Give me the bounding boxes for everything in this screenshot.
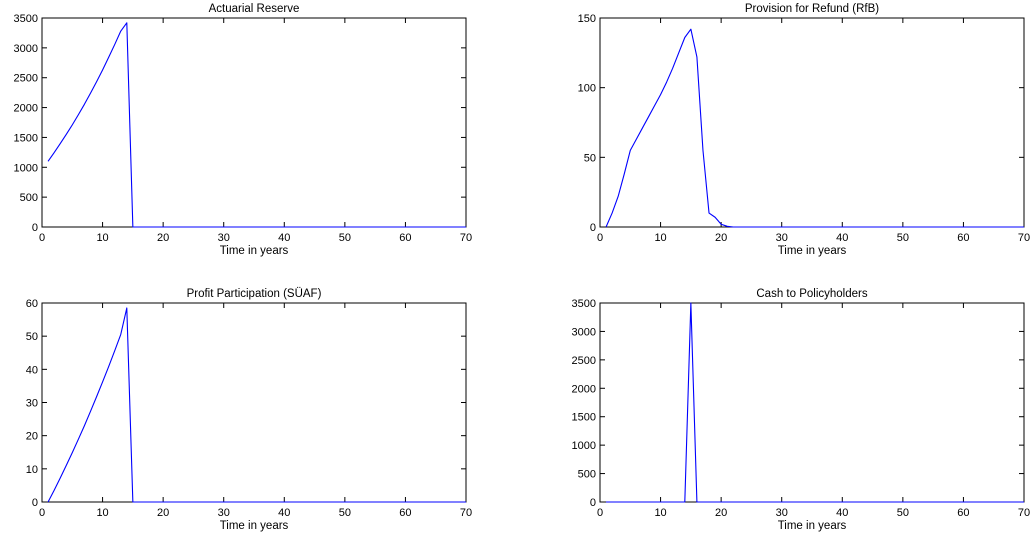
y-tick-label: 500 bbox=[578, 469, 596, 481]
x-tick-label: 20 bbox=[157, 232, 169, 244]
x-tick-label: 20 bbox=[715, 232, 727, 244]
x-tick-label: 60 bbox=[957, 507, 969, 519]
subplot-2: Provision for Refund (RfB) 0 10 20 30 40 50 60 7… bbox=[578, 3, 1030, 257]
series-line bbox=[605, 28, 1024, 228]
y-tick-label: 1000 bbox=[572, 440, 596, 452]
x-tick-label: 60 bbox=[399, 232, 411, 244]
chart-title: Provision for Refund (RfB) bbox=[745, 3, 879, 15]
x-tick-label: 10 bbox=[654, 507, 666, 519]
y-tick-label: 2000 bbox=[14, 103, 38, 115]
y-tick-label: 500 bbox=[20, 192, 38, 204]
x-tick-label: 40 bbox=[278, 232, 290, 244]
x-axis-label: Time in years bbox=[220, 245, 289, 257]
y-tick-label: 0 bbox=[32, 222, 38, 234]
y-tick-label: 50 bbox=[26, 331, 38, 343]
y-tick-label: 0 bbox=[32, 497, 38, 509]
x-axis-label: Time in years bbox=[778, 520, 847, 532]
y-tick-label: 3500 bbox=[14, 13, 38, 25]
x-tick-label: 50 bbox=[897, 232, 909, 244]
x-tick-label: 60 bbox=[399, 507, 411, 519]
y-tick-label: 2500 bbox=[572, 355, 596, 367]
x-tick-label: 50 bbox=[897, 507, 909, 519]
x-tick-label: 10 bbox=[96, 507, 108, 519]
subplot-4: Cash to Policyholders 0 10 20 30 40 50 60 70 0 500… bbox=[572, 288, 1031, 532]
y-tick-label: 3000 bbox=[14, 43, 38, 55]
x-axis-label: Time in years bbox=[778, 245, 847, 257]
x-tick-label: 20 bbox=[715, 507, 727, 519]
x-tick-label: 40 bbox=[836, 232, 848, 244]
x-tick-label: 20 bbox=[157, 507, 169, 519]
chart-title: Cash to Policyholders bbox=[756, 288, 867, 300]
x-tick-label: 70 bbox=[1018, 507, 1030, 519]
x-tick-label: 10 bbox=[96, 232, 108, 244]
x-tick-label: 10 bbox=[654, 232, 666, 244]
x-tick-label: 0 bbox=[39, 232, 45, 244]
x-tick-label: 30 bbox=[218, 507, 230, 519]
x-tick-label: 0 bbox=[39, 507, 45, 519]
plot-frame bbox=[41, 17, 467, 228]
x-tick-label: 50 bbox=[339, 507, 351, 519]
x-tick-label: 40 bbox=[278, 507, 290, 519]
y-tick-label: 0 bbox=[590, 497, 596, 509]
y-tick-label: 100 bbox=[578, 83, 596, 95]
x-tick-label: 30 bbox=[776, 232, 788, 244]
y-tick-label: 40 bbox=[26, 364, 38, 376]
x-tick-label: 70 bbox=[460, 507, 472, 519]
series-line bbox=[47, 22, 466, 228]
y-tick-label: 20 bbox=[26, 431, 38, 443]
subplot-1: Actuarial Reserve 0 10 20 30 40 50 60 70 0 500 1000… bbox=[14, 3, 473, 257]
x-tick-label: 50 bbox=[339, 232, 351, 244]
x-tick-label: 40 bbox=[836, 507, 848, 519]
y-tick-label: 1000 bbox=[14, 162, 38, 174]
y-tick-label: 1500 bbox=[572, 412, 596, 424]
series-line bbox=[47, 307, 466, 503]
plot-frame bbox=[599, 17, 1025, 228]
x-tick-label: 60 bbox=[957, 232, 969, 244]
x-tick-label: 30 bbox=[776, 507, 788, 519]
y-tick-label: 2500 bbox=[14, 73, 38, 85]
plot-frame bbox=[41, 302, 467, 503]
x-tick-label: 0 bbox=[597, 232, 603, 244]
y-tick-label: 3500 bbox=[572, 298, 596, 310]
y-tick-label: 150 bbox=[578, 13, 596, 25]
y-tick-label: 2000 bbox=[572, 383, 596, 395]
chart-title: Actuarial Reserve bbox=[209, 3, 300, 15]
series-line bbox=[606, 302, 1024, 503]
subplot-3: Profit Participation (SÜAF) 0 10 20 30 40 50 60… bbox=[26, 288, 472, 532]
y-tick-label: 10 bbox=[26, 464, 38, 476]
x-axis-label: Time in years bbox=[220, 520, 289, 532]
y-tick-label: 50 bbox=[584, 152, 596, 164]
y-tick-label: 1500 bbox=[14, 132, 38, 144]
x-tick-label: 70 bbox=[1018, 232, 1030, 244]
y-tick-label: 60 bbox=[26, 298, 38, 310]
x-tick-label: 70 bbox=[460, 232, 472, 244]
y-tick-label: 30 bbox=[26, 398, 38, 410]
x-tick-label: 0 bbox=[597, 507, 603, 519]
plot-frame bbox=[599, 302, 1025, 503]
y-tick-label: 0 bbox=[590, 222, 596, 234]
y-tick-label: 3000 bbox=[572, 326, 596, 338]
chart-title: Profit Participation (SÜAF) bbox=[187, 288, 322, 300]
x-tick-label: 30 bbox=[218, 232, 230, 244]
